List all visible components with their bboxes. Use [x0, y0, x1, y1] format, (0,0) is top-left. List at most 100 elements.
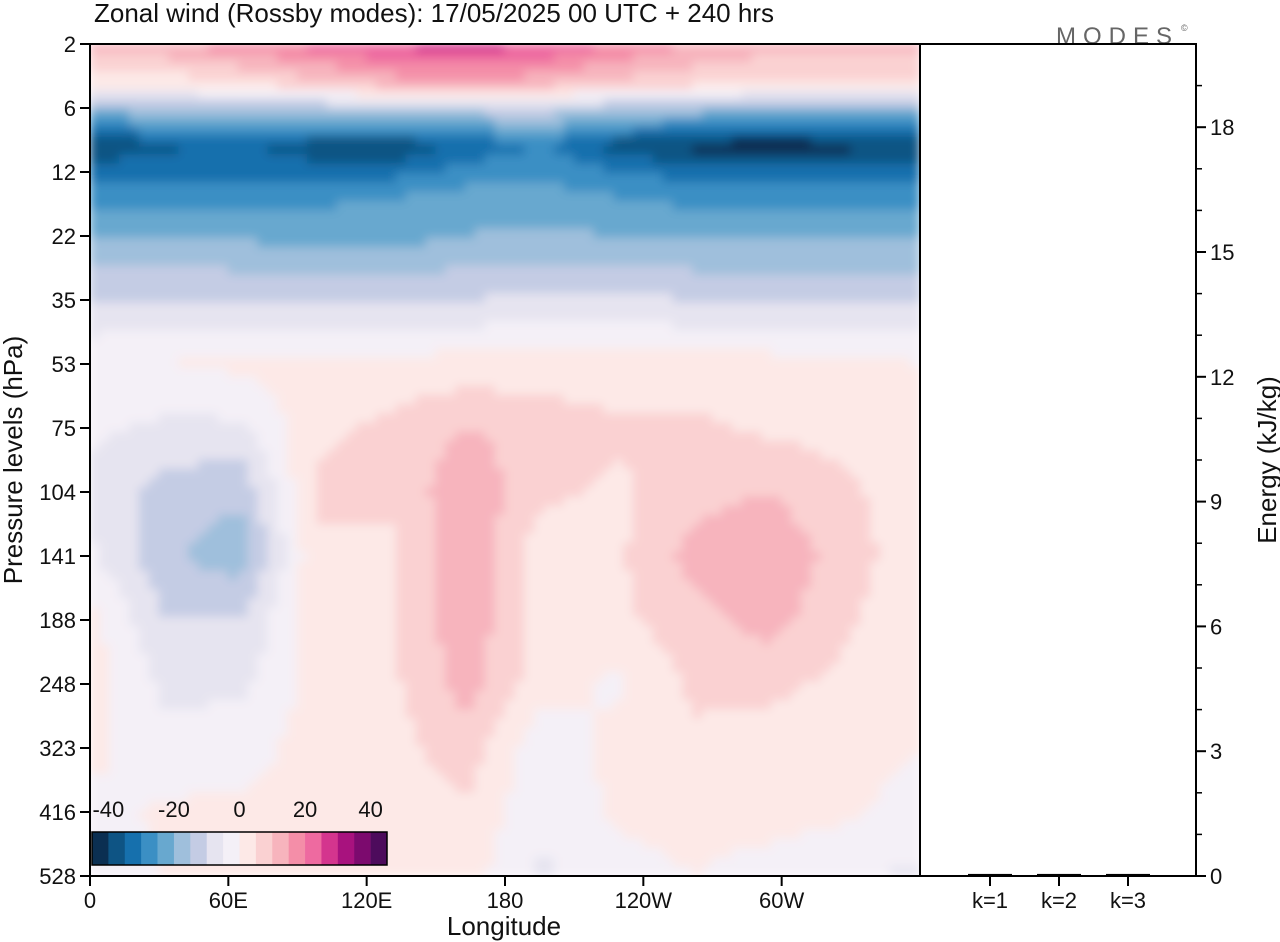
heatmap-cell — [455, 265, 466, 276]
heatmap-cell — [415, 496, 427, 507]
heatmap-cell — [870, 357, 881, 369]
heatmap-cell — [712, 394, 723, 406]
heatmap-cell — [455, 385, 466, 396]
heatmap-cell — [415, 265, 427, 276]
heatmap-cell — [613, 265, 625, 276]
heatmap-cell — [781, 348, 793, 359]
heatmap-cell — [198, 256, 210, 267]
heatmap-cell — [534, 404, 546, 415]
heatmap-cell — [138, 385, 150, 396]
heatmap-cell — [376, 209, 387, 221]
heatmap-cell — [405, 413, 417, 424]
heatmap-cell — [573, 431, 585, 443]
heatmap-cell — [623, 237, 634, 248]
heatmap-cell — [445, 561, 457, 572]
heatmap-cell — [208, 413, 219, 424]
heatmap-cell — [247, 551, 259, 563]
heatmap-cell — [652, 172, 664, 184]
heatmap-cell — [682, 209, 694, 221]
heatmap-cell — [534, 182, 546, 193]
heatmap-cell — [366, 108, 378, 119]
heatmap-cell — [534, 348, 546, 359]
heatmap-cell — [455, 283, 466, 295]
heatmap-cell — [435, 468, 447, 479]
heatmap-cell — [277, 108, 289, 119]
heatmap-cell — [642, 126, 654, 137]
heatmap-cell — [682, 367, 694, 378]
heatmap-cell — [781, 274, 793, 285]
heatmap-cell — [247, 283, 259, 295]
heatmap-cell — [534, 71, 546, 82]
heatmap-cell — [474, 237, 486, 248]
heatmap-cell — [336, 588, 348, 600]
heatmap-cell — [178, 126, 190, 137]
heatmap-cell — [405, 505, 417, 516]
heatmap-cell — [613, 145, 625, 156]
heatmap-cell — [109, 376, 121, 387]
heatmap-cell — [741, 283, 753, 295]
heatmap-cell — [464, 98, 476, 110]
heatmap-cell — [524, 431, 536, 443]
heatmap-cell — [237, 514, 249, 526]
heatmap-cell — [860, 61, 872, 73]
heatmap-cell — [692, 376, 704, 387]
heatmap-cell — [287, 588, 298, 600]
heatmap-cell — [257, 89, 269, 100]
heatmap-cell — [830, 311, 842, 322]
heatmap-cell — [464, 209, 476, 221]
heatmap-cell — [188, 256, 200, 267]
heatmap-cell — [326, 477, 338, 489]
heatmap-cell — [761, 524, 773, 535]
heatmap-cell — [791, 320, 802, 332]
heatmap-cell — [237, 450, 249, 461]
heatmap-cell — [297, 108, 308, 119]
heatmap-cell — [267, 514, 279, 526]
heatmap-cell — [346, 209, 358, 221]
heatmap-cell — [504, 228, 516, 239]
heatmap-cell — [148, 348, 160, 359]
heatmap-cell — [632, 302, 644, 313]
heatmap-cell — [356, 385, 368, 396]
heatmap-cell — [138, 431, 150, 443]
heatmap-cell — [702, 348, 713, 359]
heatmap-cell — [306, 459, 318, 470]
heatmap-cell — [267, 376, 279, 387]
heatmap-cell — [524, 44, 536, 54]
heatmap-cell — [642, 459, 654, 470]
heatmap-cell — [277, 182, 289, 193]
heatmap-cell — [237, 80, 249, 91]
heatmap-cell — [899, 61, 911, 73]
heatmap-cell — [287, 422, 298, 433]
heatmap-cell — [791, 302, 802, 313]
heatmap-cell — [692, 293, 704, 304]
heatmap-cell — [820, 89, 832, 100]
heatmap-cell — [613, 246, 625, 258]
heatmap-cell — [860, 274, 872, 285]
heatmap-cell — [534, 542, 546, 553]
heatmap-cell — [306, 219, 318, 230]
heatmap-cell — [534, 441, 546, 452]
heatmap-cell — [603, 311, 615, 322]
heatmap-cell — [405, 339, 417, 350]
heatmap-cell — [741, 551, 753, 563]
heatmap-cell — [99, 487, 111, 498]
heatmap-cell — [879, 163, 891, 174]
heatmap-cell — [109, 302, 121, 313]
heatmap-cell — [850, 145, 862, 156]
heatmap-cell — [850, 413, 862, 424]
heatmap-cell — [217, 126, 229, 137]
heatmap-cell — [781, 154, 793, 165]
heatmap-cell — [603, 320, 615, 332]
heatmap-cell — [316, 293, 328, 304]
heatmap-cell — [277, 311, 289, 322]
heatmap-cell — [899, 117, 911, 128]
heatmap-cell — [632, 172, 644, 184]
heatmap-cell — [435, 477, 447, 489]
heatmap-cell — [899, 561, 911, 572]
heatmap-cell — [346, 339, 358, 350]
heatmap-cell — [257, 44, 269, 54]
heatmap-cell — [741, 514, 753, 526]
heatmap-cell — [376, 265, 387, 276]
heatmap-cell — [662, 293, 674, 304]
heatmap-cell — [129, 394, 140, 406]
